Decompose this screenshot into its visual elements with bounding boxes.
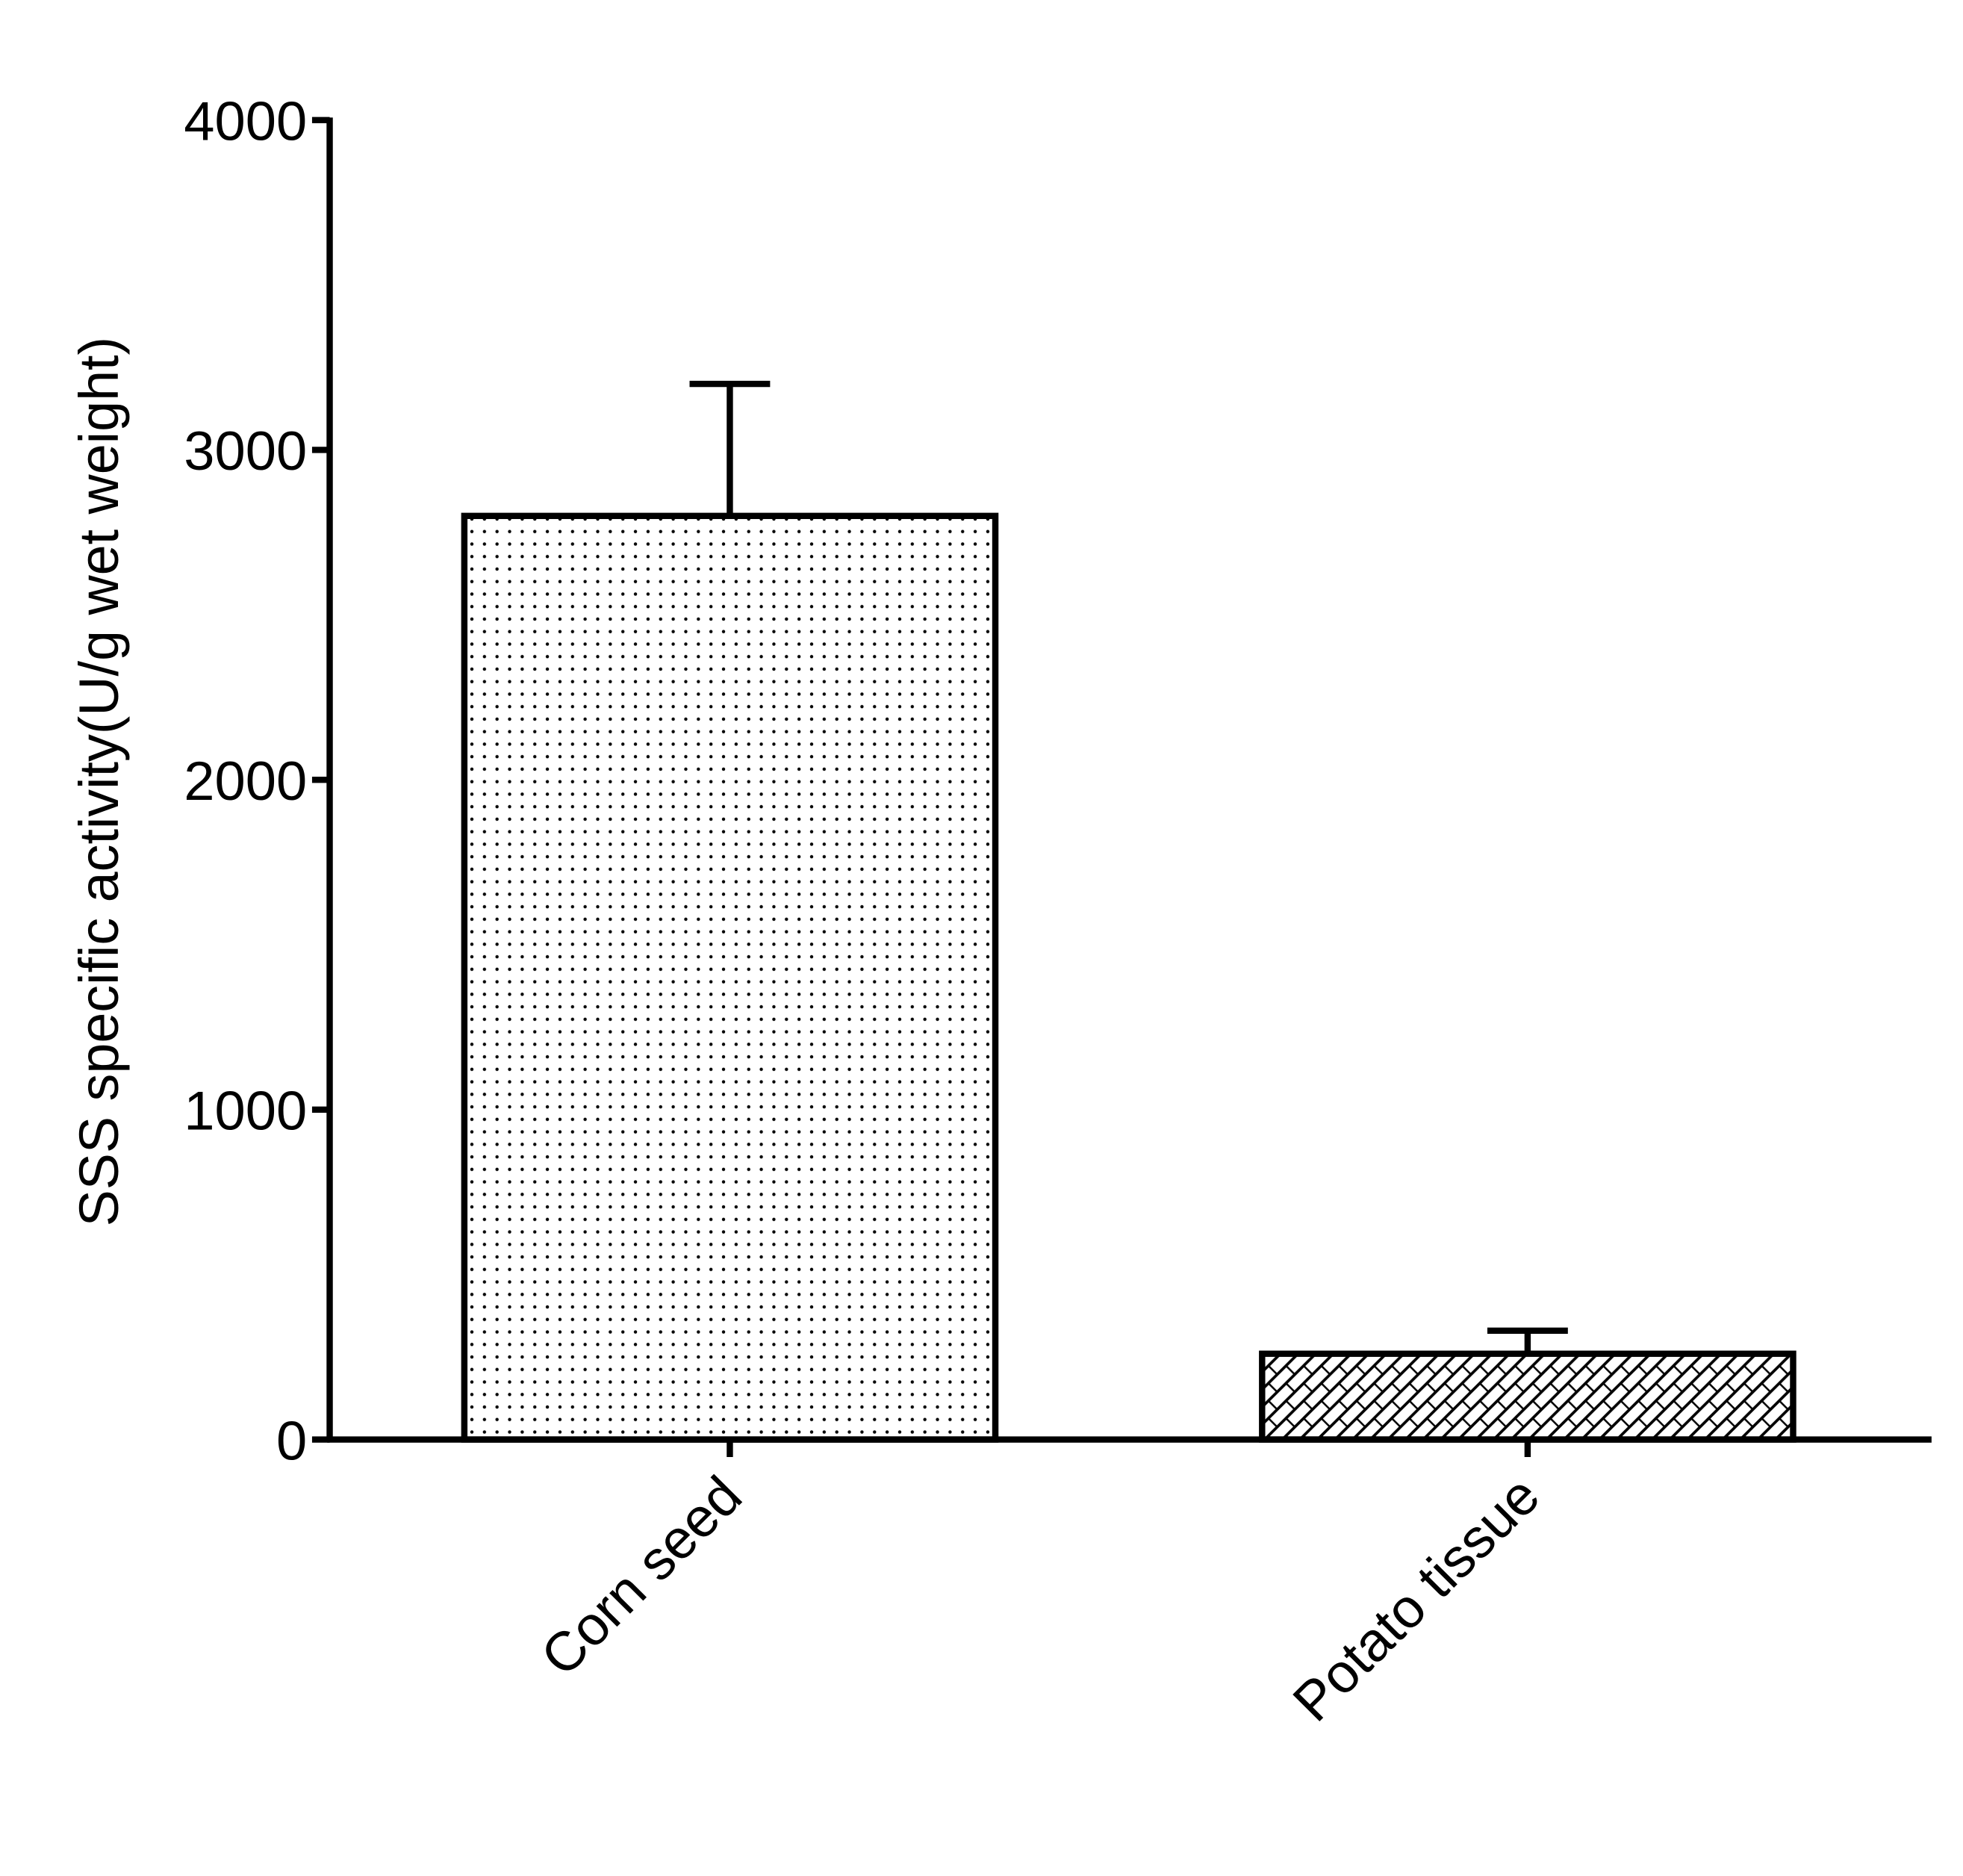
- y-tick-label: 3000: [184, 420, 307, 482]
- y-tick-label: 1000: [184, 1080, 307, 1142]
- bar: [461, 512, 999, 1443]
- y-tick-label: 0: [276, 1410, 307, 1472]
- x-tick-label: Potato tissue: [1281, 1465, 1552, 1733]
- y-tick-label: 2000: [184, 750, 307, 812]
- y-axis-label: SSS specific activity(U/g wet weight): [68, 337, 130, 1226]
- x-tick-label: Corn seed: [529, 1465, 753, 1688]
- bar: [1259, 1350, 1796, 1443]
- y-tick-label: 4000: [184, 90, 307, 152]
